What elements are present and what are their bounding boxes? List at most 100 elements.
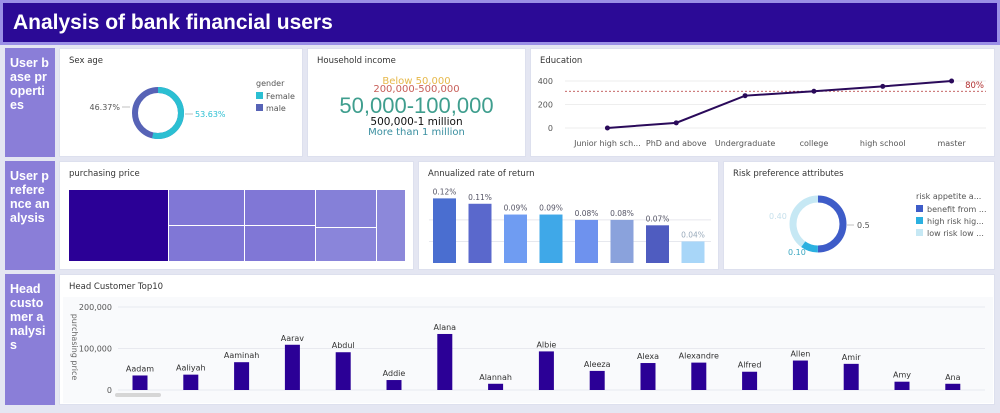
legend-title: gender [256,79,285,88]
legend-swatch [916,229,923,236]
data-label-high-risk: 0.10 [788,248,806,257]
x-tick-label: college [800,139,829,148]
treemap-cell[interactable] [316,190,376,227]
donut-slice[interactable] [789,195,847,253]
bar[interactable] [183,374,199,390]
treemap-cell[interactable] [245,226,315,261]
word-more-than-1-million: More than 1 million [368,126,465,138]
risk-preference-panel: Risk preference attributes 0.40 0.5 0.10… [723,161,995,270]
legend-item-benefit[interactable]: benefit from ... [927,205,987,214]
bar[interactable] [792,360,808,390]
bar-label: Allen [790,350,810,359]
data-label-low-risk: 0.40 [769,212,787,221]
bar[interactable] [504,214,527,263]
bar[interactable] [610,219,634,263]
bar[interactable] [132,375,148,390]
section-label-user-preference: User preference analysis [5,161,55,270]
x-tick-label: Junior high sch... [573,139,641,148]
x-tick-label: master [937,139,966,148]
legend-item-male[interactable]: male [266,104,286,113]
bar[interactable] [538,351,554,390]
bar-label: Alannah [479,373,512,382]
y-tick-label: 0 [107,386,112,395]
bar-label: Addie [383,369,406,378]
data-label: 0.11% [468,193,492,202]
data-point[interactable] [949,78,955,84]
bar[interactable] [468,203,492,263]
bar-label: Alexa [637,352,659,361]
data-point[interactable] [880,83,886,89]
bar[interactable] [433,198,456,263]
bar-label: Ana [945,373,961,382]
data-label: 0.04% [681,230,705,239]
bar-label: Aleeza [584,360,611,369]
treemap-cell[interactable] [377,190,405,261]
household-income-word-cloud: Below 50,000 200,000-500,000 50,000-100,… [308,77,525,138]
data-label: 0.08% [575,209,599,218]
education-line-chart: 0 200 400 80% Junior high sch... PhD and abov… [538,77,986,148]
x-tick-label: PhD and above [646,139,707,148]
legend-item-female[interactable]: Female [266,92,295,101]
bar[interactable] [646,225,669,263]
panel-title: Household income [317,56,396,66]
education-panel: Education 0 200 400 80% Junior high sch... Ph… [530,48,995,157]
bar[interactable] [335,352,351,390]
panel-title: purchasing price [69,169,140,179]
bar[interactable] [843,363,859,390]
bar-label: Alexandre [679,352,719,361]
treemap-cell[interactable] [169,190,244,225]
purchasing-price-treemap [69,190,405,261]
legend-swatch-male [256,104,263,111]
treemap-cell[interactable] [245,190,315,225]
data-point[interactable] [811,88,817,94]
bar[interactable] [681,241,705,263]
y-tick-label: 0 [548,124,553,133]
section-label-user-base: User base properties [5,48,55,157]
horizontal-scrollbar[interactable] [115,393,161,397]
series-line [607,80,952,129]
y-tick-label: 200,000 [79,303,112,312]
bar[interactable] [894,381,910,390]
treemap-cell[interactable] [69,190,168,261]
bar[interactable] [539,214,563,263]
household-income-panel: Household income Below 50,000 200,000-50… [307,48,526,157]
bar[interactable] [284,344,300,390]
annualized-return-bar-chart: 0.12% 0.11% 0.09% 0.09% 0.08% 0.08% 0.07% 0.04% [429,187,711,263]
bar-label: Alfred [738,361,762,370]
data-point[interactable] [604,125,610,131]
bar-label: Aaliyah [176,364,206,373]
legend-swatch [916,205,923,212]
bar[interactable] [234,362,250,390]
y-tick-label: 400 [538,77,553,86]
bar[interactable] [386,380,402,390]
bar-label: Aarav [281,334,305,343]
risk-preference-donut-chart: 0.40 0.5 0.10 risk appetite a... benefit… [769,192,987,257]
legend-swatch-female [256,92,263,99]
bar-label: Amir [842,353,861,362]
legend-item-low-risk[interactable]: low risk low ... [927,229,984,238]
data-point[interactable] [673,120,679,126]
bar[interactable] [945,383,961,390]
bar[interactable] [691,362,707,390]
x-tick-label: high school [860,139,906,148]
panel-title: Annualized rate of return [428,169,535,179]
bar[interactable] [437,333,453,390]
bar[interactable] [742,371,758,390]
legend-swatch [916,217,923,224]
bar[interactable] [575,219,598,263]
head-customer-panel: Head Customer Top10 0 100,000 200,000 purch… [59,274,995,405]
treemap-cell[interactable] [316,228,376,261]
bar-label: Alana [434,323,457,332]
word-200000-500000: 200,000-500,000 [373,84,460,95]
bar[interactable] [640,363,656,390]
data-label: 0.07% [646,214,670,223]
plot-area [63,297,993,403]
bar[interactable] [589,370,605,390]
treemap-cell[interactable] [169,226,244,261]
donut-slice-female[interactable] [132,87,184,139]
bar[interactable] [488,383,504,390]
data-point[interactable] [742,93,748,99]
legend-item-high-risk[interactable]: high risk hig... [927,217,984,226]
y-axis-label: purchasing price [70,314,79,381]
